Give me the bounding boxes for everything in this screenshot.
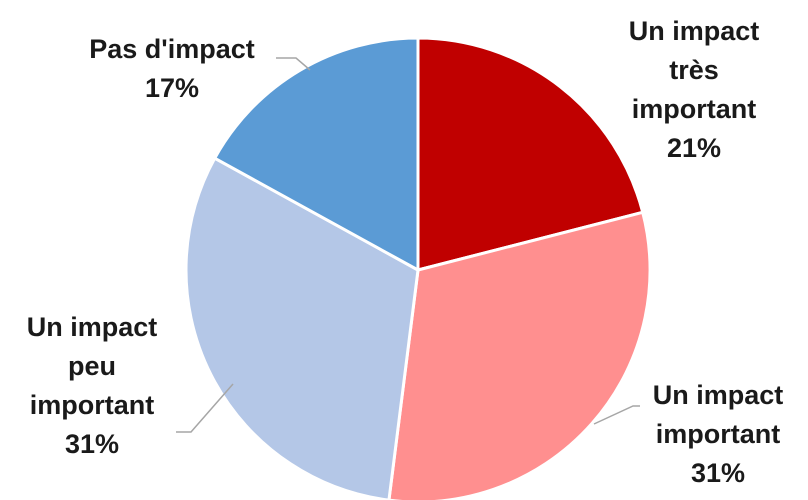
leader-line-3 [176, 383, 234, 433]
pie-slice-3 [184, 156, 420, 500]
pie-slices [184, 36, 652, 500]
leader-line-4 [276, 57, 311, 71]
data-label-category: Un impact [629, 16, 760, 46]
pie-labels: Un impact très important 21% Un impact import… [27, 16, 784, 488]
data-label-category: important [656, 419, 781, 449]
data-label-4: Pas d'impact 17% [89, 34, 254, 103]
data-label-value: 31% [691, 458, 745, 488]
pie-slice-2 [387, 210, 652, 500]
data-label-category: peu [68, 351, 116, 381]
data-label-category: Pas d'impact [89, 34, 254, 64]
data-label-value: 31% [65, 429, 119, 459]
pie-slice-4 [213, 36, 420, 272]
data-label-category: important [632, 94, 757, 124]
data-label-category: important [30, 390, 155, 420]
data-label-category: Un impact [27, 312, 158, 342]
data-label-value: 17% [145, 73, 199, 103]
data-label-value: 21% [667, 133, 721, 163]
pie-slice-1 [416, 36, 645, 272]
data-label-category: Un impact [653, 380, 784, 410]
data-label-1: Un impact très important 21% [629, 16, 760, 163]
data-label-2: Un impact important 31% [653, 380, 784, 488]
leader-line-2 [593, 405, 640, 425]
data-label-3: Un impact peu important 31% [27, 312, 158, 459]
data-label-category: très [669, 55, 719, 85]
